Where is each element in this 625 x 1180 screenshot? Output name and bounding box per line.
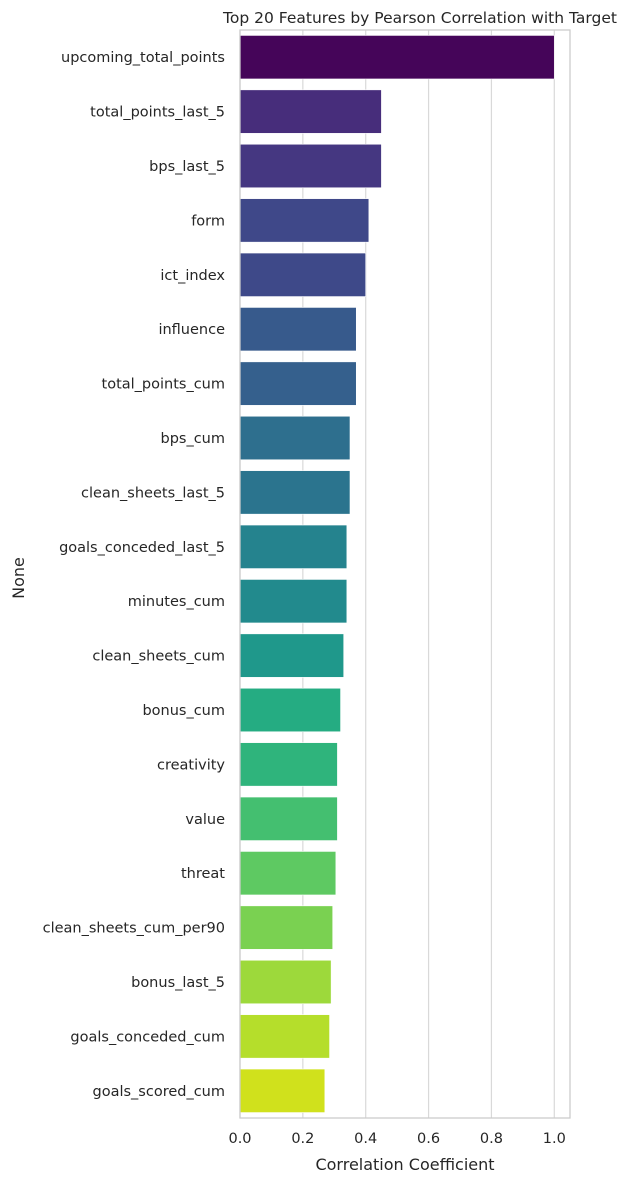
- y-tick-label: creativity: [157, 757, 225, 773]
- bar-clean_sheets_cum: [239, 633, 345, 678]
- bar-goals_conceded_cum: [239, 1014, 330, 1059]
- y-tick-label: clean_sheets_last_5: [81, 485, 225, 501]
- bar-ict_index: [239, 252, 367, 297]
- y-tick-label: goals_conceded_cum: [70, 1029, 225, 1045]
- y-tick-label: clean_sheets_cum_per90: [43, 921, 225, 937]
- y-tick-label: total_points_last_5: [90, 105, 225, 121]
- bars: [239, 35, 555, 1113]
- bar-bps_last_5: [239, 143, 382, 189]
- y-tick-label: bps_last_5: [149, 159, 225, 175]
- x-tick-label: 0.6: [417, 1131, 440, 1147]
- x-tick-label: 0.4: [354, 1131, 377, 1147]
- y-tick-labels: upcoming_total_points total_points_last_5…: [43, 50, 226, 1100]
- x-tick-label: 0.2: [291, 1131, 314, 1147]
- bar-value: [239, 796, 338, 841]
- bar-bps_cum: [239, 415, 351, 461]
- y-tick-label: value: [185, 812, 225, 828]
- y-tick-label: influence: [158, 322, 225, 338]
- bar-bonus_last_5: [239, 959, 332, 1005]
- bar-bonus_cum: [239, 687, 341, 733]
- y-tick-label: goals_scored_cum: [93, 1084, 226, 1100]
- bar-upcoming_total_points: [239, 35, 555, 80]
- bar-form: [239, 198, 370, 243]
- y-tick-label: minutes_cum: [128, 594, 225, 610]
- bar-creativity: [239, 742, 338, 787]
- y-tick-label: clean_sheets_cum: [92, 649, 225, 665]
- plot-frame: [239, 29, 571, 1119]
- y-tick-label: bps_cum: [161, 431, 226, 447]
- x-tick-label: 0.8: [480, 1131, 503, 1147]
- y-axis-label: None: [9, 557, 28, 599]
- y-tick-label: bonus_last_5: [131, 975, 225, 991]
- y-tick-label: ict_index: [160, 268, 225, 284]
- x-tick-label: 1.0: [543, 1131, 566, 1147]
- bar-clean_sheets_cum_per90: [239, 905, 334, 950]
- bar-threat: [239, 851, 337, 896]
- y-tick-label: goals_conceded_last_5: [59, 540, 225, 556]
- y-tick-label: total_points_cum: [102, 377, 225, 393]
- bar-influence: [239, 307, 357, 352]
- bar-minutes_cum: [239, 579, 348, 624]
- x-axis-label: Correlation Coefficient: [315, 1155, 494, 1174]
- bar-goals_conceded_last_5: [239, 524, 348, 569]
- bar-total_points_cum: [239, 361, 357, 406]
- x-tick-labels: 0.0 0.2 0.4 0.6 0.8 1.0: [228, 1131, 565, 1147]
- y-tick-label: bonus_cum: [142, 703, 225, 719]
- y-tick-label: form: [191, 213, 225, 229]
- plot-border: [239, 29, 571, 1119]
- y-tick-label: upcoming_total_points: [61, 50, 225, 66]
- chart-title: Top 20 Features by Pearson Correlation w…: [222, 9, 617, 27]
- bar-clean_sheets_last_5: [239, 470, 351, 515]
- y-tick-label: threat: [181, 866, 225, 882]
- bar-total_points_last_5: [239, 89, 382, 134]
- bar-goals_scored_cum: [239, 1068, 326, 1113]
- x-tick-label: 0.0: [228, 1131, 251, 1147]
- grid-lines: [239, 30, 555, 1118]
